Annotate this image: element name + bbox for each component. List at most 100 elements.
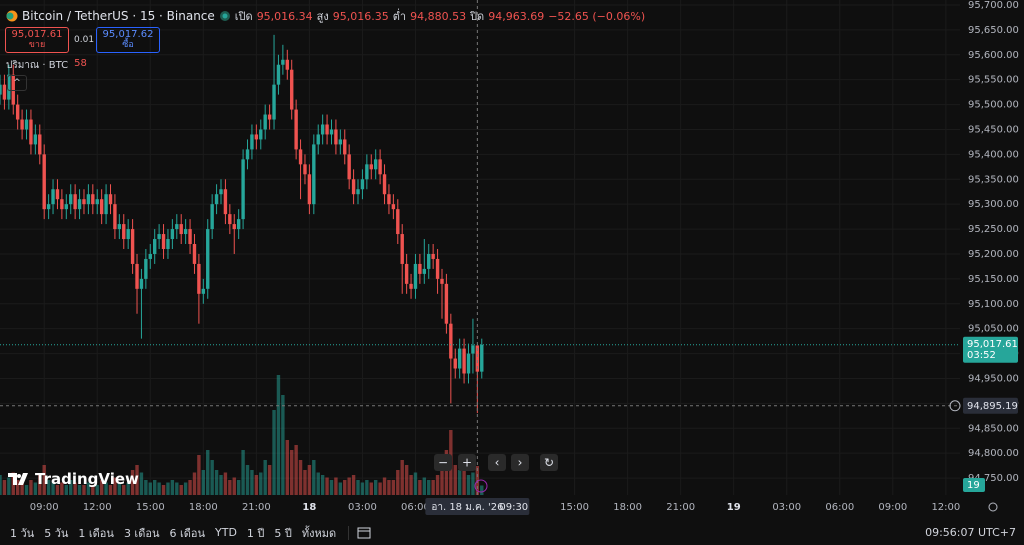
candle-body: [334, 129, 338, 145]
range[interactable]: 3 เดือน: [123, 526, 160, 540]
volume-bar: [7, 477, 11, 495]
range[interactable]: 1 ปี: [246, 526, 265, 540]
candle-body: [267, 114, 272, 120]
volume-value-label: 19: [967, 480, 980, 491]
volume-bar: [462, 465, 466, 495]
volume-bar: [144, 480, 148, 495]
x-tick-label: 09:00: [878, 502, 907, 513]
candle-body: [179, 224, 183, 235]
volume-bar: [276, 375, 281, 495]
range[interactable]: 6 เดือน: [169, 526, 205, 540]
candle-body: [435, 258, 440, 279]
volume-bar: [201, 470, 206, 495]
range[interactable]: 5 วัน: [44, 526, 69, 540]
candle-body: [157, 234, 161, 240]
candle-body: [475, 345, 480, 372]
volume-bar: [166, 482, 170, 495]
volume-legend-value: 58: [74, 58, 87, 69]
volume-bar: [73, 482, 77, 495]
candle-body: [391, 204, 396, 210]
candle-body: [347, 154, 351, 180]
candle-body: [214, 194, 219, 205]
collapse-button[interactable]: ^: [7, 75, 27, 91]
volume-bar: [69, 480, 73, 495]
nav-button-bg: [511, 454, 529, 471]
candle-body: [7, 74, 11, 100]
x-tick-label: 18: [302, 502, 316, 513]
volume-bar: [210, 460, 214, 495]
volume-bar: [466, 475, 471, 495]
candle-body: [117, 224, 122, 230]
candle-body: [135, 263, 139, 289]
volume-bar: [294, 445, 298, 495]
nav-button-icon: ‹: [495, 456, 500, 470]
x-tick-label: 06:00: [825, 502, 854, 513]
volume-bar: [175, 482, 179, 495]
last-price-box: [963, 336, 1018, 363]
volume-legend-label: ปริมาณ · BTC: [6, 60, 69, 71]
volume-bar: [254, 475, 259, 495]
candle-body: [382, 174, 387, 195]
volume-bar: [440, 460, 444, 495]
y-tick-label: 95,400.00: [968, 149, 1019, 160]
candle-body: [192, 244, 197, 264]
x-tick-label: 15:00: [560, 502, 589, 513]
crosshair-time: 09:30: [499, 502, 528, 513]
candle-body: [201, 288, 206, 294]
volume-value-box: [963, 478, 985, 492]
nav-button[interactable]: ↻: [540, 454, 558, 471]
candle-body: [73, 194, 77, 210]
candle-body: [373, 159, 378, 170]
candle-body: [99, 199, 104, 215]
candle-body: [365, 164, 369, 180]
volume-bar: [104, 482, 108, 495]
candle-body: [449, 323, 453, 359]
volume-bar: [404, 465, 409, 495]
candle-body: [294, 109, 298, 150]
range[interactable]: 1 วัน: [10, 526, 35, 540]
volume-bar: [480, 485, 484, 495]
volume-bar: [91, 485, 95, 495]
nav-button[interactable]: ›: [511, 454, 529, 471]
candle-body: [312, 144, 316, 205]
x-tick-label: 03:00: [348, 502, 377, 513]
candle-body: [466, 353, 471, 374]
range[interactable]: 5 ปี: [274, 526, 292, 540]
date-range-icon[interactable]: [348, 525, 387, 540]
nav-button[interactable]: −: [434, 454, 452, 471]
candle-body: [480, 344, 484, 372]
candle-body: [413, 263, 418, 289]
candle-body: [329, 129, 334, 135]
volume-bar: [197, 455, 201, 495]
nav-button[interactable]: +: [458, 454, 476, 471]
buy-button[interactable]: 95,017.62 ซื้อ: [96, 27, 160, 53]
nav-button-bg: [458, 454, 476, 471]
volume-bar: [15, 480, 20, 495]
candle-body: [46, 204, 51, 210]
volume-bar: [418, 480, 422, 495]
candle-body: [298, 149, 303, 165]
range[interactable]: ทั้งหมด: [301, 526, 337, 540]
y-tick-label: 95,550.00: [968, 75, 1019, 86]
volume-bar: [206, 450, 210, 495]
volume-bar: [228, 480, 232, 495]
volume-bar: [250, 470, 254, 495]
candle-body: [427, 253, 431, 269]
sell-button[interactable]: 95,017.61 ขาย: [5, 27, 69, 53]
y-tick-label: 95,250.00: [968, 224, 1019, 235]
candle-body: [42, 154, 46, 210]
range[interactable]: YTD: [215, 526, 237, 539]
candle-body: [232, 224, 236, 230]
volume-bar: [33, 482, 38, 495]
nav-button[interactable]: ‹: [488, 454, 506, 471]
symbol-title[interactable]: Bitcoin / TetherUS · 15 · Binance: [22, 9, 215, 23]
volume-bar: [259, 472, 263, 495]
candle-body: [24, 119, 29, 130]
candle-body: [409, 283, 413, 289]
volume-bar: [117, 482, 122, 495]
sell-label: ขาย: [28, 40, 46, 50]
volume-bar: [192, 472, 197, 495]
sell-price: 95,017.61: [11, 29, 63, 40]
range[interactable]: 1 เดือน: [78, 526, 114, 540]
candle-body: [396, 209, 400, 235]
